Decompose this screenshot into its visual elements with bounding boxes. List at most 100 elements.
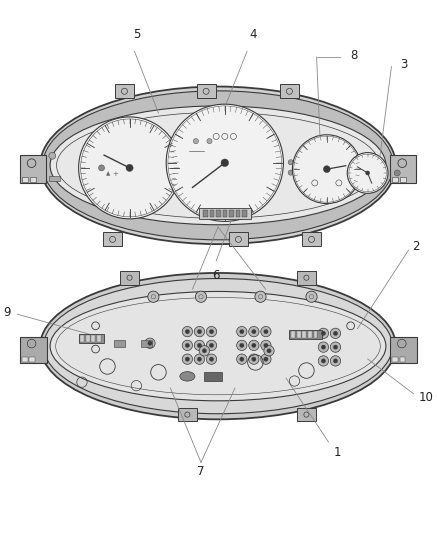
- Circle shape: [197, 343, 201, 348]
- FancyBboxPatch shape: [205, 372, 222, 381]
- FancyBboxPatch shape: [229, 210, 234, 216]
- Ellipse shape: [40, 86, 396, 244]
- Circle shape: [240, 343, 244, 348]
- Circle shape: [264, 345, 274, 356]
- Circle shape: [148, 341, 152, 345]
- Circle shape: [330, 328, 341, 338]
- Circle shape: [261, 326, 271, 337]
- Ellipse shape: [44, 279, 392, 414]
- Text: 1: 1: [334, 446, 341, 459]
- Circle shape: [249, 340, 259, 351]
- FancyBboxPatch shape: [216, 210, 221, 216]
- FancyBboxPatch shape: [178, 408, 197, 422]
- Circle shape: [206, 340, 217, 351]
- Circle shape: [206, 354, 217, 365]
- Circle shape: [193, 139, 198, 144]
- FancyBboxPatch shape: [236, 210, 240, 216]
- Circle shape: [264, 357, 268, 361]
- Circle shape: [264, 329, 268, 334]
- FancyBboxPatch shape: [197, 84, 215, 98]
- Circle shape: [202, 349, 207, 353]
- Circle shape: [194, 326, 205, 337]
- FancyBboxPatch shape: [297, 271, 316, 285]
- Circle shape: [78, 117, 180, 219]
- FancyBboxPatch shape: [400, 176, 406, 182]
- FancyBboxPatch shape: [302, 232, 321, 246]
- FancyBboxPatch shape: [78, 334, 104, 343]
- FancyBboxPatch shape: [229, 232, 248, 246]
- Circle shape: [333, 359, 338, 363]
- Ellipse shape: [40, 273, 396, 419]
- FancyBboxPatch shape: [392, 357, 398, 361]
- Circle shape: [185, 329, 190, 334]
- FancyBboxPatch shape: [297, 408, 316, 422]
- Circle shape: [321, 331, 325, 335]
- Circle shape: [330, 356, 341, 366]
- FancyBboxPatch shape: [92, 335, 95, 342]
- Circle shape: [182, 326, 193, 337]
- Circle shape: [318, 328, 328, 338]
- FancyBboxPatch shape: [20, 337, 47, 364]
- Circle shape: [206, 326, 217, 337]
- Circle shape: [249, 354, 259, 365]
- Circle shape: [197, 357, 201, 361]
- Circle shape: [195, 291, 207, 302]
- FancyBboxPatch shape: [308, 330, 312, 338]
- Ellipse shape: [180, 372, 195, 381]
- Circle shape: [323, 166, 330, 173]
- Circle shape: [288, 170, 293, 175]
- Circle shape: [321, 359, 325, 363]
- Circle shape: [261, 340, 271, 351]
- Circle shape: [264, 343, 268, 348]
- Circle shape: [318, 342, 328, 352]
- FancyBboxPatch shape: [223, 210, 227, 216]
- FancyBboxPatch shape: [30, 176, 36, 182]
- Circle shape: [306, 291, 317, 302]
- Circle shape: [333, 345, 338, 349]
- Circle shape: [185, 357, 190, 361]
- Text: +: +: [113, 171, 118, 177]
- Text: 7: 7: [197, 465, 205, 478]
- FancyBboxPatch shape: [280, 84, 299, 98]
- Circle shape: [330, 342, 341, 352]
- Circle shape: [209, 343, 214, 348]
- FancyBboxPatch shape: [199, 208, 251, 219]
- Circle shape: [321, 345, 325, 349]
- FancyBboxPatch shape: [210, 210, 215, 216]
- Text: ▲: ▲: [106, 172, 110, 176]
- FancyBboxPatch shape: [203, 210, 208, 216]
- Circle shape: [145, 338, 155, 349]
- Circle shape: [221, 159, 229, 167]
- Circle shape: [209, 329, 214, 334]
- Circle shape: [347, 152, 388, 193]
- Ellipse shape: [50, 292, 386, 401]
- Circle shape: [194, 354, 205, 365]
- Circle shape: [366, 171, 370, 175]
- Text: 10: 10: [419, 391, 434, 404]
- Ellipse shape: [43, 91, 393, 240]
- Circle shape: [267, 349, 271, 353]
- Circle shape: [252, 329, 256, 334]
- Circle shape: [209, 357, 214, 361]
- Text: 9: 9: [3, 306, 11, 319]
- Circle shape: [148, 291, 159, 302]
- Circle shape: [207, 139, 212, 144]
- FancyBboxPatch shape: [86, 335, 90, 342]
- Circle shape: [199, 345, 209, 356]
- Circle shape: [166, 104, 283, 221]
- Circle shape: [237, 340, 247, 351]
- Circle shape: [99, 165, 105, 171]
- Circle shape: [255, 291, 266, 302]
- Circle shape: [318, 356, 328, 366]
- Circle shape: [240, 357, 244, 361]
- Text: 8: 8: [351, 49, 358, 62]
- FancyBboxPatch shape: [22, 357, 28, 361]
- FancyBboxPatch shape: [399, 357, 405, 361]
- FancyBboxPatch shape: [242, 210, 247, 216]
- Circle shape: [182, 354, 193, 365]
- Text: 2: 2: [412, 240, 419, 253]
- Circle shape: [249, 326, 259, 337]
- Text: 5: 5: [134, 28, 141, 41]
- Text: 4: 4: [249, 28, 257, 41]
- Circle shape: [252, 343, 256, 348]
